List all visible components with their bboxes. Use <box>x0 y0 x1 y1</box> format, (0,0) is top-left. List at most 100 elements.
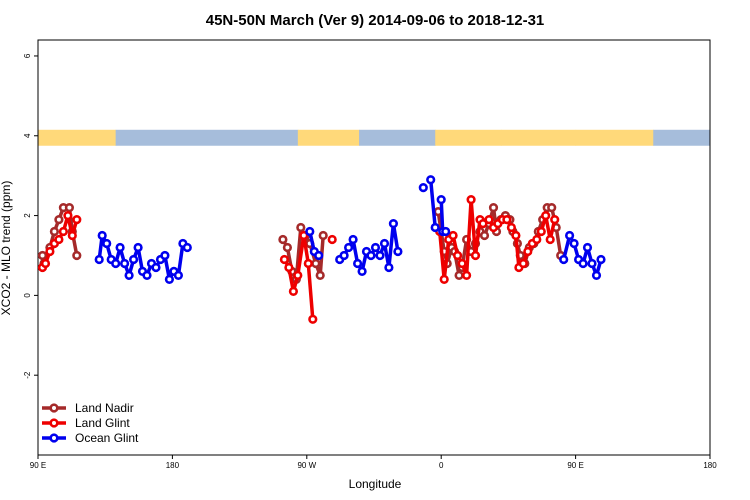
data-point <box>379 238 390 249</box>
data-point <box>288 286 299 297</box>
data-point <box>436 195 446 205</box>
data-point <box>63 211 73 221</box>
x-axis-label: Longitude <box>349 477 402 491</box>
data-point <box>305 226 315 237</box>
y-tick-label: 4 <box>23 133 32 138</box>
data-point <box>545 234 555 245</box>
x-tick-label: 90 W <box>297 461 316 470</box>
data-point <box>430 222 440 233</box>
data-point <box>502 215 512 225</box>
data-point <box>384 262 394 273</box>
legend-swatch-marker <box>49 433 59 443</box>
y-axis-label: XCO2 - MLO trend (ppm) <box>0 181 13 316</box>
data-point <box>314 250 324 261</box>
data-point <box>418 183 428 193</box>
data-point <box>64 203 74 213</box>
data-point <box>441 226 451 237</box>
data-point <box>466 195 476 205</box>
data-point <box>282 242 293 253</box>
data-point <box>129 254 139 265</box>
data-point <box>587 258 597 269</box>
data-point <box>293 270 303 281</box>
data-point <box>318 230 328 241</box>
y-tick-label: 0 <box>23 293 32 298</box>
data-point <box>506 222 517 233</box>
data-point <box>470 250 481 261</box>
data-point <box>484 215 494 225</box>
data-point <box>278 234 288 245</box>
data-point <box>578 258 588 269</box>
data-point <box>457 258 467 269</box>
data-point <box>353 258 363 269</box>
data-point <box>536 226 546 237</box>
data-point <box>45 246 55 257</box>
data-point <box>591 270 602 281</box>
data-point <box>151 262 161 273</box>
data-point <box>393 246 403 257</box>
data-point <box>479 230 490 241</box>
data-point <box>308 314 318 324</box>
data-point <box>370 242 381 253</box>
data-point <box>303 258 313 269</box>
y-tick-label: -2 <box>23 371 32 379</box>
data-point <box>284 262 294 273</box>
data-point <box>348 234 358 245</box>
x-axis: 90 E 180 90 W 0 90 E 180 <box>30 455 717 470</box>
data-point <box>448 230 458 241</box>
data-point <box>164 274 174 285</box>
data-point <box>37 250 48 261</box>
plot-frame <box>37 39 711 456</box>
data-point <box>182 242 192 253</box>
data-point <box>426 175 436 185</box>
series-layer <box>37 175 606 324</box>
legend-label: Land Glint <box>75 416 130 430</box>
data-point <box>388 219 399 229</box>
data-point <box>49 226 60 237</box>
data-point <box>488 203 499 213</box>
data-point <box>133 242 143 253</box>
data-point <box>523 246 533 257</box>
data-point <box>532 234 542 245</box>
data-point <box>550 215 560 225</box>
data-point <box>54 234 64 245</box>
data-point <box>124 270 134 281</box>
data-point <box>453 250 463 261</box>
x-tick-label: 180 <box>703 461 717 470</box>
x-tick-label: 90 E <box>30 461 46 470</box>
y-tick-label: 6 <box>23 53 32 58</box>
data-point <box>357 266 367 277</box>
data-point <box>72 215 82 225</box>
legend-label: Ocean Glint <box>75 431 139 445</box>
data-point <box>541 211 551 221</box>
data-point <box>454 270 464 281</box>
data-point <box>462 270 472 281</box>
band-land-4 <box>435 129 502 146</box>
series-line <box>562 233 603 278</box>
legend-label: Land Nadir <box>75 401 134 415</box>
data-point <box>569 238 579 249</box>
data-point <box>439 274 449 285</box>
data-point <box>54 215 64 225</box>
band-ocean-1 <box>115 129 299 146</box>
data-point <box>344 242 354 253</box>
series-ocean-glint <box>94 175 606 285</box>
data-point <box>296 222 306 233</box>
data-point <box>315 270 325 281</box>
data-point <box>311 258 321 269</box>
data-point <box>559 254 569 265</box>
band-land-6 <box>575 129 654 146</box>
land-ocean-band <box>38 129 711 146</box>
data-point <box>366 250 376 261</box>
data-point <box>518 258 528 269</box>
data-point <box>111 258 121 269</box>
data-point <box>115 242 125 253</box>
band-land-2 <box>297 129 360 146</box>
data-point <box>94 254 104 265</box>
band-ocean-7 <box>653 129 711 146</box>
data-point <box>72 250 82 261</box>
data-point <box>511 230 521 241</box>
x-tick-label: 90 E <box>567 461 583 470</box>
data-point <box>327 234 337 245</box>
data-point <box>547 203 557 213</box>
